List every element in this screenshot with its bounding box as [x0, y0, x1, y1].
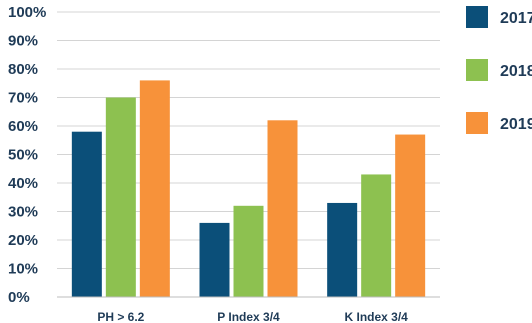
bar-2018-1: [233, 205, 264, 297]
y-tick-label: 80%: [8, 61, 38, 78]
legend-label: 2019: [500, 116, 532, 133]
legend-swatch-2018: [466, 59, 488, 81]
y-tick-label: 70%: [8, 90, 38, 107]
legend-label: 2017: [500, 10, 532, 27]
y-axis-tick-labels: 0% 10% 20% 30% 40% 50% 60% 70% 80% 90% 100%: [8, 4, 46, 306]
category-label: PH > 6.2: [97, 310, 144, 323]
bar-2017-2: [327, 202, 358, 297]
bar-2019-0: [139, 80, 170, 298]
bar-2017-1: [199, 222, 230, 297]
legend-swatch-2019: [466, 112, 488, 134]
y-tick-label: 100%: [8, 4, 46, 21]
x-axis-category-labels: PH > 6.2 P Index 3/4 K Index 3/4: [97, 310, 408, 323]
bars: [71, 80, 426, 298]
bar-2018-0: [105, 97, 136, 297]
y-tick-label: 20%: [8, 232, 38, 249]
y-tick-label: 40%: [8, 175, 38, 192]
category-label: P Index 3/4: [217, 310, 280, 323]
y-tick-label: 10%: [8, 261, 38, 278]
y-tick-label: 90%: [8, 33, 38, 50]
bar-2018-2: [361, 174, 392, 297]
category-label: K Index 3/4: [344, 310, 408, 323]
y-tick-label: 50%: [8, 147, 38, 164]
bar-2017-0: [71, 131, 102, 297]
legend: 2017 2018 2019: [466, 6, 532, 134]
bar-2019-2: [395, 134, 426, 297]
legend-swatch-2017: [466, 6, 488, 28]
y-tick-label: 30%: [8, 204, 38, 221]
y-tick-label: 0%: [8, 289, 30, 306]
y-tick-label: 60%: [8, 118, 38, 135]
bar-2019-1: [267, 120, 298, 297]
legend-label: 2018: [500, 63, 532, 80]
